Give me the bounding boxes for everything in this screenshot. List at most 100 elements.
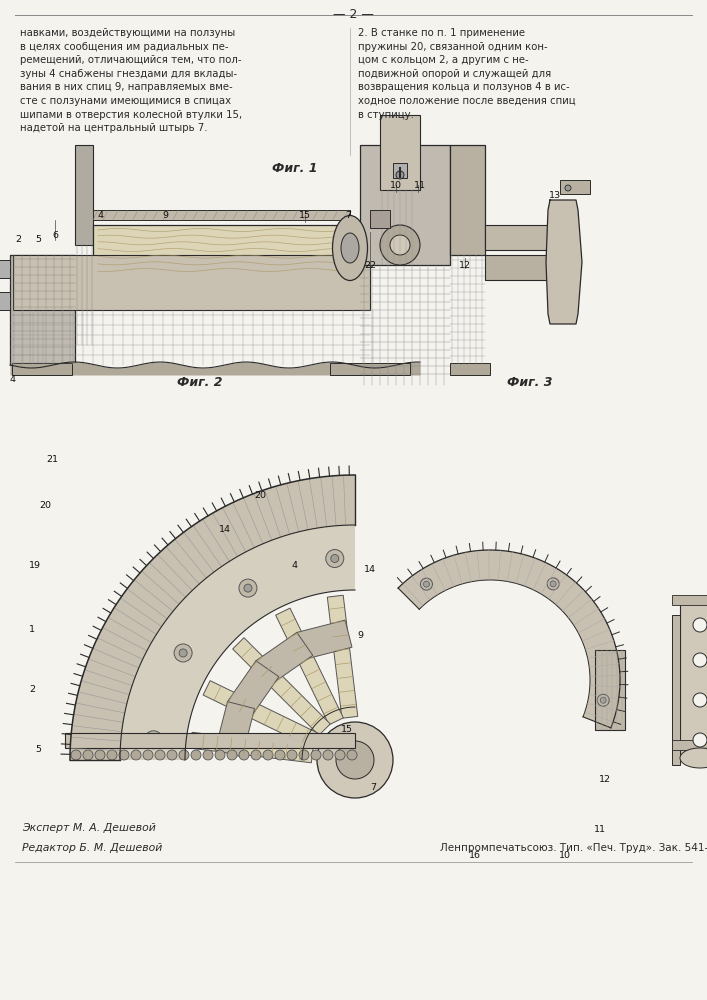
Text: 1: 1 bbox=[29, 626, 35, 635]
Polygon shape bbox=[256, 632, 312, 684]
Text: 11: 11 bbox=[594, 826, 606, 834]
Text: Фиг. 1: Фиг. 1 bbox=[272, 161, 317, 174]
Polygon shape bbox=[228, 661, 279, 718]
Bar bbox=[0, 292, 10, 310]
Text: 10: 10 bbox=[559, 850, 571, 859]
Text: 4: 4 bbox=[9, 375, 15, 384]
Circle shape bbox=[326, 550, 344, 568]
Polygon shape bbox=[203, 681, 320, 748]
Circle shape bbox=[119, 750, 129, 760]
Bar bbox=[560, 180, 590, 194]
Circle shape bbox=[239, 579, 257, 597]
Circle shape bbox=[331, 555, 339, 563]
Text: 12: 12 bbox=[459, 260, 471, 269]
Circle shape bbox=[336, 741, 374, 779]
Circle shape bbox=[547, 578, 559, 590]
Circle shape bbox=[244, 584, 252, 592]
Text: Эксперт М. А. Дешевой: Эксперт М. А. Дешевой bbox=[22, 823, 156, 833]
Bar bbox=[13, 255, 370, 310]
Text: 21: 21 bbox=[46, 456, 58, 464]
Text: 2. В станке по п. 1 применение
пружины 20, связанной одним кон-
цом с кольцом 2,: 2. В станке по п. 1 применение пружины 2… bbox=[358, 28, 575, 120]
Text: 7: 7 bbox=[370, 784, 376, 792]
Circle shape bbox=[347, 750, 357, 760]
Circle shape bbox=[95, 750, 105, 760]
Text: 2: 2 bbox=[29, 686, 35, 694]
Bar bbox=[10, 255, 75, 365]
Circle shape bbox=[597, 694, 609, 706]
Circle shape bbox=[421, 578, 433, 590]
Polygon shape bbox=[327, 595, 358, 718]
Bar bbox=[672, 595, 707, 605]
Text: 10: 10 bbox=[390, 180, 402, 190]
Circle shape bbox=[203, 750, 213, 760]
Text: 2: 2 bbox=[15, 235, 21, 244]
Text: 5: 5 bbox=[35, 746, 41, 754]
Circle shape bbox=[251, 750, 261, 760]
Circle shape bbox=[167, 750, 177, 760]
Text: 5: 5 bbox=[35, 235, 41, 244]
Circle shape bbox=[693, 693, 707, 707]
Circle shape bbox=[423, 581, 429, 587]
Circle shape bbox=[239, 750, 249, 760]
Circle shape bbox=[143, 750, 153, 760]
Bar bbox=[0, 260, 10, 278]
Circle shape bbox=[311, 750, 321, 760]
Ellipse shape bbox=[341, 233, 359, 263]
Ellipse shape bbox=[680, 748, 707, 768]
Bar bbox=[485, 225, 550, 250]
Text: 20: 20 bbox=[254, 490, 266, 499]
Text: 15: 15 bbox=[299, 211, 311, 220]
Circle shape bbox=[179, 750, 189, 760]
Circle shape bbox=[174, 644, 192, 662]
Bar bbox=[75, 145, 93, 245]
Bar bbox=[450, 363, 490, 375]
Polygon shape bbox=[120, 525, 355, 760]
Circle shape bbox=[179, 649, 187, 657]
Text: 9: 9 bbox=[357, 631, 363, 640]
Bar bbox=[93, 225, 350, 275]
Bar bbox=[680, 600, 707, 760]
Bar bbox=[330, 363, 410, 375]
Polygon shape bbox=[215, 702, 255, 757]
Circle shape bbox=[693, 618, 707, 632]
Circle shape bbox=[600, 697, 606, 703]
Bar bbox=[552, 204, 574, 314]
Ellipse shape bbox=[332, 216, 368, 280]
Text: Фиг. 2: Фиг. 2 bbox=[177, 375, 223, 388]
Bar bbox=[65, 733, 355, 748]
Circle shape bbox=[263, 750, 273, 760]
Polygon shape bbox=[546, 200, 582, 324]
Text: — 2 —: — 2 — bbox=[332, 8, 373, 21]
Polygon shape bbox=[297, 620, 352, 660]
Circle shape bbox=[323, 750, 333, 760]
Text: Редактор Б. М. Дешевой: Редактор Б. М. Дешевой bbox=[22, 843, 163, 853]
Bar bbox=[12, 363, 72, 375]
Circle shape bbox=[693, 733, 707, 747]
Text: Ленпромпечатьсоюз. Тип. «Печ. Труд». Зак. 541—1000: Ленпромпечатьсоюз. Тип. «Печ. Труд». Зак… bbox=[440, 843, 707, 853]
Circle shape bbox=[191, 750, 201, 760]
Ellipse shape bbox=[565, 185, 571, 191]
Circle shape bbox=[71, 750, 81, 760]
Polygon shape bbox=[233, 638, 330, 735]
Bar bbox=[360, 145, 450, 265]
Text: 7: 7 bbox=[345, 211, 351, 220]
Text: 19: 19 bbox=[29, 560, 41, 570]
Circle shape bbox=[144, 731, 163, 749]
Text: 4: 4 bbox=[97, 211, 103, 220]
Circle shape bbox=[287, 750, 297, 760]
Text: 16: 16 bbox=[469, 850, 481, 859]
Circle shape bbox=[693, 653, 707, 667]
Bar bbox=[393, 163, 407, 178]
Polygon shape bbox=[190, 732, 313, 763]
Text: 11: 11 bbox=[414, 180, 426, 190]
Circle shape bbox=[299, 750, 309, 760]
Ellipse shape bbox=[380, 225, 420, 265]
Text: навками, воздействующими на ползуны
в целях сообщения им радиальных пе-
ремещени: навками, воздействующими на ползуны в це… bbox=[20, 28, 242, 133]
Bar bbox=[93, 210, 350, 220]
Text: 4: 4 bbox=[292, 560, 298, 570]
Circle shape bbox=[149, 736, 158, 744]
Text: 15: 15 bbox=[341, 726, 353, 734]
Bar bbox=[672, 615, 680, 765]
Circle shape bbox=[335, 750, 345, 760]
Circle shape bbox=[275, 750, 285, 760]
